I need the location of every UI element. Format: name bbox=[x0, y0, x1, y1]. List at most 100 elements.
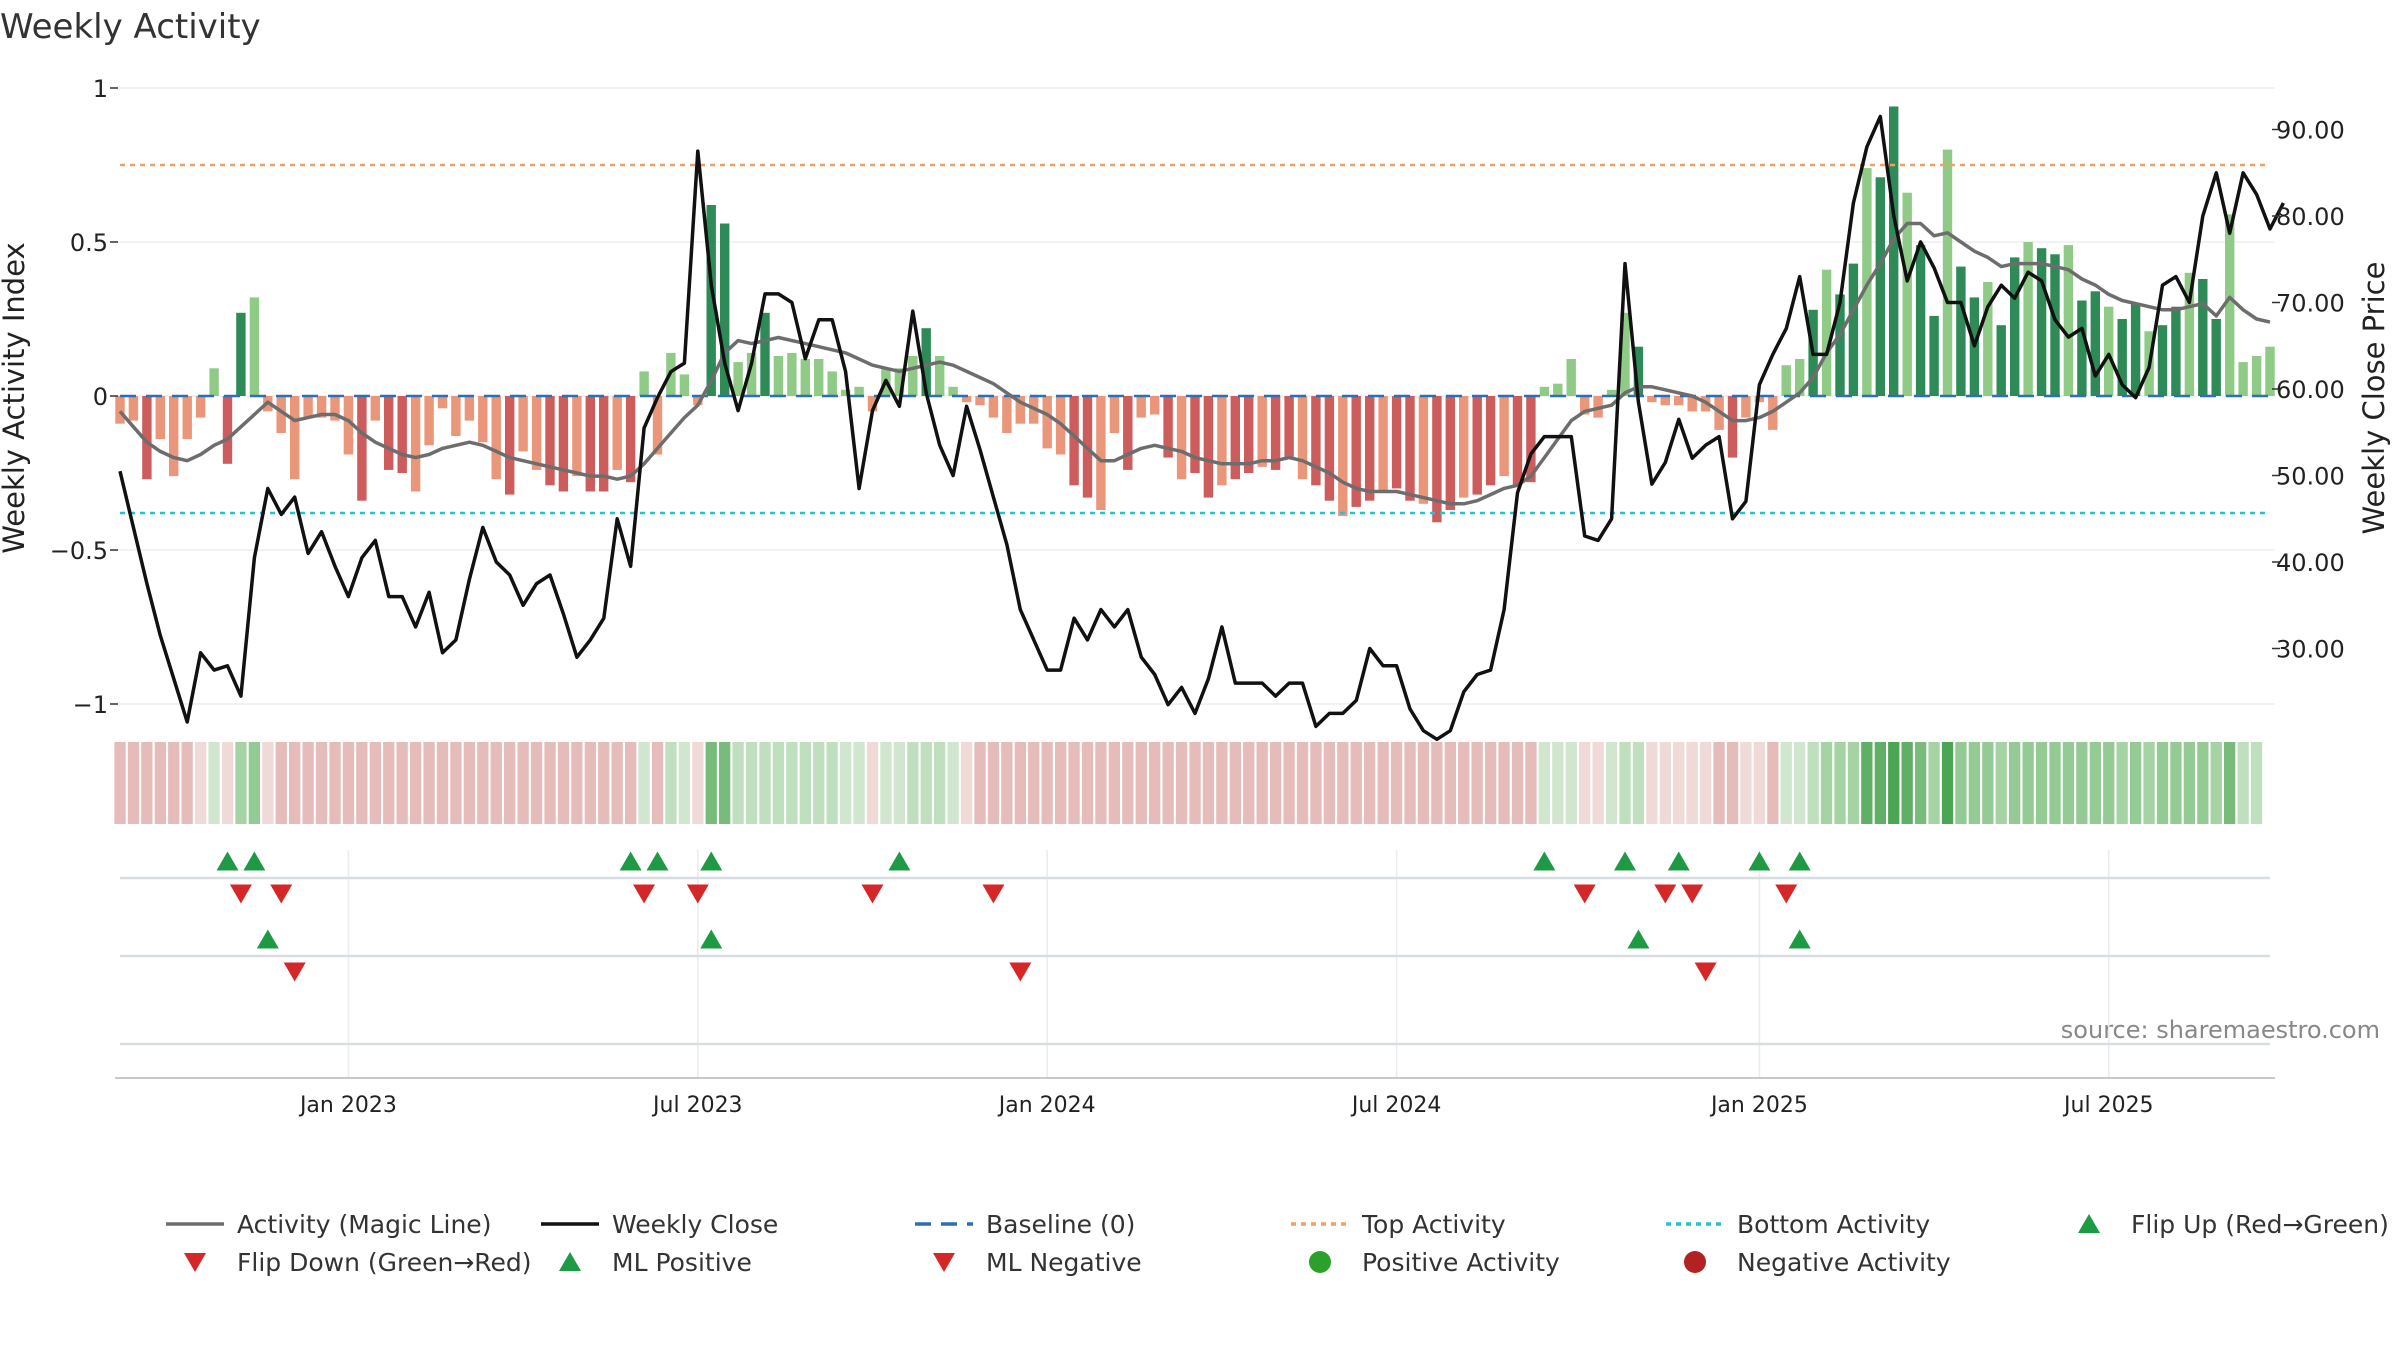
strip-cell bbox=[2103, 742, 2115, 824]
activity-bar bbox=[290, 396, 300, 480]
strip-cell bbox=[1364, 742, 1376, 824]
strip-cell bbox=[1458, 742, 1470, 824]
flip-down-marker bbox=[982, 884, 1005, 904]
flip-up-marker bbox=[1533, 851, 1556, 871]
x-tick-label: Jul 2025 bbox=[2062, 1093, 2154, 1118]
activity-bar bbox=[424, 396, 434, 446]
strip-cell bbox=[127, 742, 140, 824]
activity-bar bbox=[545, 396, 555, 486]
activity-bar bbox=[1553, 383, 1563, 396]
strip-cell bbox=[1270, 742, 1282, 824]
activity-bar bbox=[410, 396, 421, 492]
activity-bar bbox=[1781, 365, 1791, 396]
activity-bar bbox=[746, 352, 757, 396]
activity-bar bbox=[921, 328, 931, 396]
legend-swatch-up-triangle bbox=[559, 1252, 581, 1271]
strip-cell bbox=[1901, 742, 1913, 824]
x-tick-label: Jul 2023 bbox=[651, 1093, 743, 1118]
strip-cell bbox=[1874, 742, 1886, 824]
strip-cell bbox=[208, 742, 220, 824]
ml-negative-marker bbox=[1009, 962, 1032, 982]
activity-bar bbox=[1270, 396, 1281, 470]
activity-bar bbox=[1620, 312, 1630, 396]
activity-bar bbox=[1311, 396, 1321, 486]
legend-item: Positive Activity bbox=[1309, 1248, 1560, 1277]
flip-up-marker bbox=[700, 851, 723, 871]
flip-up-marker bbox=[1614, 851, 1636, 871]
strip-cell bbox=[1740, 742, 1752, 824]
activity-bar bbox=[827, 371, 837, 396]
activity-bar bbox=[1244, 396, 1254, 473]
strip-cell bbox=[1189, 742, 1201, 824]
strip-cell bbox=[1404, 742, 1416, 824]
strip-cell bbox=[1780, 742, 1792, 824]
activity-bar bbox=[128, 396, 139, 421]
activity-bar bbox=[518, 396, 528, 452]
legend-item: ML Negative bbox=[933, 1248, 1142, 1277]
legend-swatch-down-triangle bbox=[184, 1253, 206, 1272]
activity-bar bbox=[814, 359, 824, 396]
strip-cell bbox=[450, 742, 462, 824]
activity-bar bbox=[693, 396, 703, 406]
strip-cell bbox=[477, 742, 489, 824]
flip-down-marker bbox=[270, 884, 293, 904]
legend-label: Positive Activity bbox=[1362, 1248, 1560, 1277]
strip-cell bbox=[880, 742, 892, 824]
activity-bar bbox=[2251, 356, 2262, 396]
legend-item: Activity (Magic Line) bbox=[166, 1210, 491, 1239]
strip-cell bbox=[2035, 742, 2048, 824]
magic-line bbox=[118, 221, 2271, 506]
activity-bar bbox=[209, 368, 219, 396]
activity-bar bbox=[1109, 396, 1120, 433]
strip-cell bbox=[772, 742, 785, 824]
legend-label: ML Positive bbox=[612, 1248, 752, 1277]
source-note: source: sharemaestro.com bbox=[2061, 1016, 2380, 1044]
legend-item: Negative Activity bbox=[1684, 1248, 1951, 1277]
legend-item: Flip Up (Red→Green) bbox=[2078, 1210, 2389, 1239]
activity-bar bbox=[1848, 263, 1859, 396]
strip-cell bbox=[2197, 742, 2209, 824]
strip-cell bbox=[1861, 742, 1873, 824]
legend-swatch-circle bbox=[1684, 1251, 1706, 1273]
strip-cell bbox=[1431, 742, 1443, 824]
activity-bar bbox=[1338, 396, 1348, 517]
strip-cell bbox=[638, 742, 650, 824]
strip-cell bbox=[651, 742, 664, 824]
activity-bar bbox=[357, 396, 367, 501]
strip-cell bbox=[853, 742, 865, 824]
activity-bar bbox=[195, 396, 206, 418]
strip-cell bbox=[611, 742, 623, 824]
strip-cell bbox=[383, 742, 395, 824]
strip-cell bbox=[2183, 742, 2195, 824]
strip-cell bbox=[2237, 742, 2249, 824]
strip-cell bbox=[584, 742, 596, 824]
activity-bar bbox=[706, 205, 716, 396]
x-tick-label: Jan 2024 bbox=[997, 1093, 1096, 1118]
strip-cell bbox=[1928, 742, 1940, 824]
activity-bar bbox=[1580, 396, 1590, 415]
activity-bar bbox=[1902, 192, 1912, 396]
activity-bar bbox=[1015, 396, 1025, 424]
flip-down-marker bbox=[1654, 884, 1677, 904]
x-tick-label: Jan 2023 bbox=[298, 1093, 397, 1118]
strip-cell bbox=[598, 742, 610, 824]
strip-cell bbox=[987, 742, 1000, 824]
activity-bar bbox=[558, 396, 569, 492]
flip-up-marker bbox=[888, 851, 911, 871]
activity-bar bbox=[2104, 306, 2114, 396]
strip-cell bbox=[2022, 742, 2034, 824]
strip-cell bbox=[168, 742, 180, 824]
activity-bar bbox=[1002, 396, 1012, 433]
strip-cell bbox=[1028, 742, 1040, 824]
strip-cell bbox=[463, 742, 475, 824]
activity-bar bbox=[787, 352, 797, 396]
activity-bar bbox=[948, 386, 958, 396]
y2-tick-label: 60.00 bbox=[2276, 376, 2345, 404]
activity-bar bbox=[1123, 396, 1133, 470]
ml-negative-marker bbox=[1694, 962, 1717, 982]
strip-cell bbox=[1283, 742, 1295, 824]
strip-cell bbox=[1323, 742, 1335, 824]
strip-cell bbox=[141, 742, 153, 824]
strip-cell bbox=[2116, 742, 2128, 824]
activity-bar bbox=[222, 396, 233, 464]
